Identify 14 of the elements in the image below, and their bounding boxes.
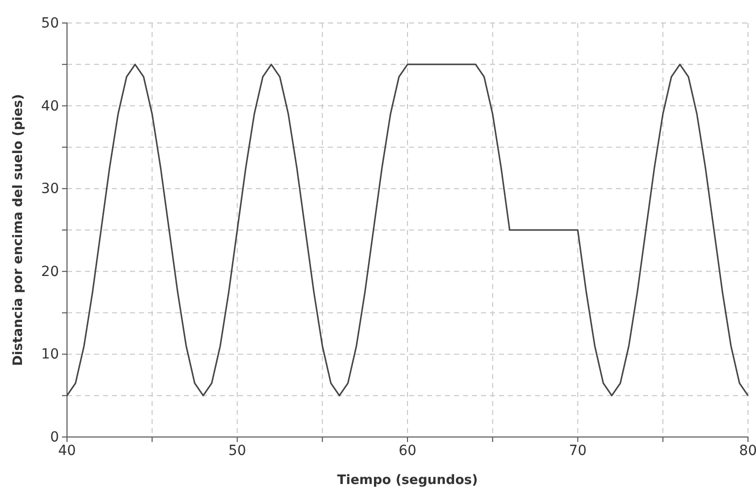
x-tick-label: 50	[228, 442, 246, 459]
y-tick-label: 30	[41, 181, 59, 198]
y-tick-label: 0	[50, 429, 59, 446]
x-axis-title: Tiempo (segundos)	[337, 473, 478, 488]
line-series	[66, 64, 749, 396]
y-tick-label: 50	[41, 15, 59, 32]
y-axis-title: Distancia por encima del suelo (pies)	[11, 94, 26, 366]
x-tick-label: 60	[398, 442, 416, 459]
x-tick-label: 70	[568, 442, 587, 459]
x-tick-label: 40	[58, 442, 76, 459]
y-tick-label: 20	[41, 264, 59, 280]
x-tick-label: 80	[739, 442, 756, 459]
y-tick-label: 10	[41, 346, 59, 363]
y-tick-label: 40	[41, 98, 59, 114]
